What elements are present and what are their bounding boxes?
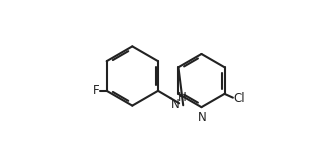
Text: F: F bbox=[93, 84, 99, 97]
Text: N: N bbox=[171, 98, 180, 111]
Text: H: H bbox=[178, 91, 186, 104]
Text: Cl: Cl bbox=[234, 92, 245, 105]
Text: N: N bbox=[198, 111, 207, 124]
